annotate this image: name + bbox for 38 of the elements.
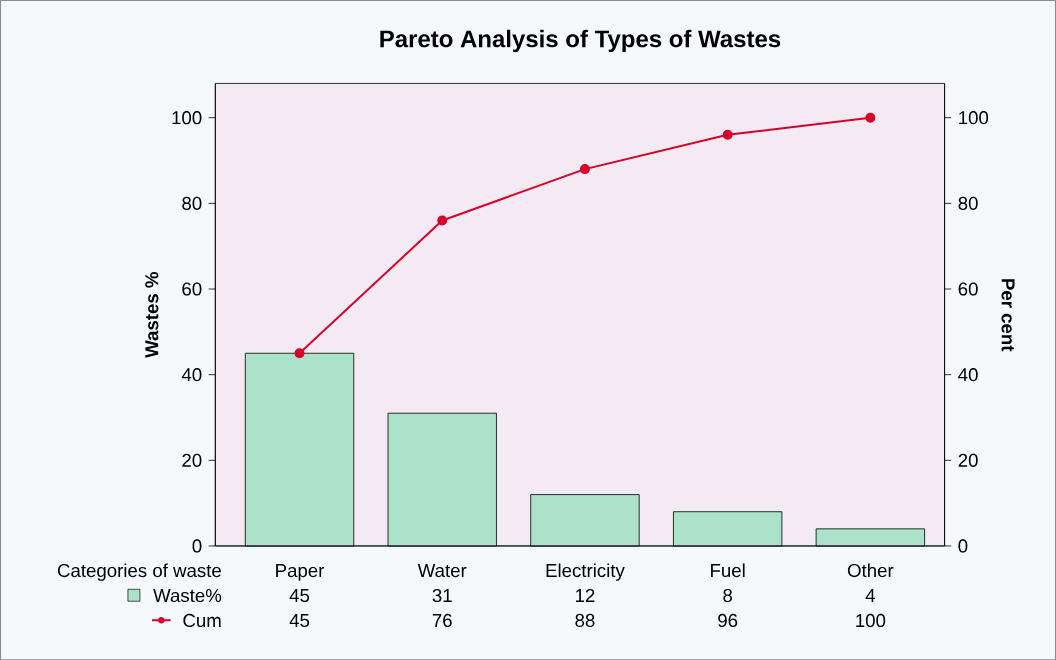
data-label: 8 xyxy=(723,588,733,602)
legend-label: Cum xyxy=(183,613,221,627)
y2-tick-label: 100 xyxy=(959,110,989,125)
y2-tick-label: 40 xyxy=(958,367,978,382)
x-tick-label: Electricity xyxy=(546,563,625,581)
data-label: 96 xyxy=(718,613,738,627)
x-tick-label: Paper xyxy=(276,563,325,581)
x-tick-label: Water xyxy=(417,563,467,577)
point xyxy=(865,112,876,123)
y-tick-label: 0 xyxy=(192,539,202,553)
y2-tick-label: 80 xyxy=(958,196,978,210)
y-tick-label: 100 xyxy=(172,110,202,125)
x-tick-label: Fuel xyxy=(711,563,745,577)
chart-title: Pareto Analysis of Types of Wastes xyxy=(380,29,781,52)
y2-axis-title: Per cent xyxy=(1001,278,1015,352)
point xyxy=(437,215,448,226)
y2-tick-label: 0 xyxy=(958,539,968,553)
data-label: 12 xyxy=(575,588,595,602)
data-label: 76 xyxy=(432,613,452,627)
y2-tick-label: 20 xyxy=(958,453,978,467)
y-axis-title: Wastes % xyxy=(145,271,159,358)
y-tick-label: 20 xyxy=(182,453,202,467)
data-label: 100 xyxy=(856,613,886,627)
x-tick-label: Other xyxy=(847,563,894,577)
y2-tick-label: 60 xyxy=(958,282,978,296)
point xyxy=(579,163,590,174)
data-label: 45 xyxy=(289,588,310,602)
y-tick-label: 40 xyxy=(181,367,202,382)
x-axis-title: Categories of waste xyxy=(57,563,221,581)
data-label: 88 xyxy=(575,613,595,627)
point xyxy=(722,129,733,140)
data-label: 4 xyxy=(865,588,876,602)
data-label: 31 xyxy=(432,588,452,602)
y-tick-label: 80 xyxy=(182,196,202,210)
data-label: 45 xyxy=(289,613,310,627)
y-tick-label: 60 xyxy=(182,282,202,296)
point xyxy=(294,348,305,359)
legend-label: Waste% xyxy=(153,588,222,602)
